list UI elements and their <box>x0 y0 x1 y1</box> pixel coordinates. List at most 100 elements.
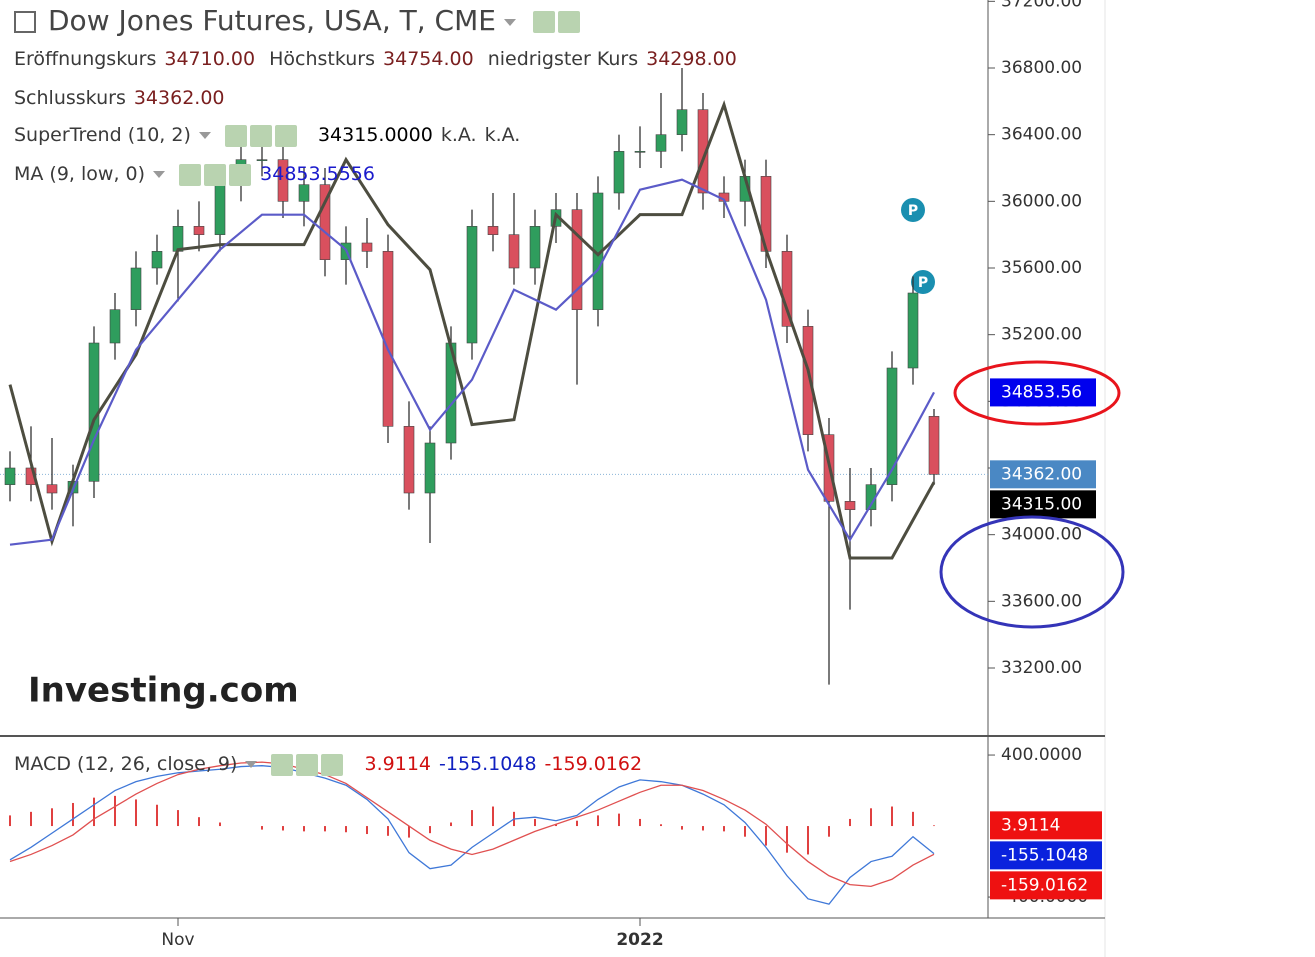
candle-body <box>928 416 940 475</box>
price-badge-label: 34315.00 <box>1001 494 1082 514</box>
annotation-label: P <box>918 275 928 291</box>
ohlc-label: niedrigster Kurs <box>487 48 639 70</box>
ohlc-label: Höchstkurs <box>269 48 376 70</box>
plot-area: 33200.0033600.0034000.0034400.0034800.00… <box>0 0 1102 950</box>
value-badge <box>990 811 1102 840</box>
ohlc-legend: Eröffnungskurs 34710.00 Höchstkurs 34754.0… <box>14 48 745 70</box>
settings-icon[interactable] <box>224 124 247 147</box>
settings-icon[interactable] <box>557 11 580 33</box>
annotation-marker[interactable] <box>911 270 935 294</box>
candle-body <box>466 226 478 344</box>
price-badge <box>990 378 1096 407</box>
candle-body <box>844 501 856 510</box>
candle-body <box>151 251 163 269</box>
x-tick-label: Nov <box>161 930 194 950</box>
candle-body <box>508 234 520 269</box>
candle-body <box>46 484 58 494</box>
candle-body <box>193 226 205 235</box>
ohlc-legend: Schlusskurs 34362.00 <box>14 87 233 109</box>
macd-line <box>9 765 935 905</box>
settings-icon[interactable] <box>249 124 272 147</box>
candle-body <box>424 442 436 494</box>
indicator-value: k.A. <box>484 124 521 146</box>
y-tick-label: 36800.00 <box>1001 58 1082 78</box>
annotation-marker[interactable] <box>901 198 925 222</box>
candle-body <box>781 251 793 327</box>
ohlc-value: 34710.00 <box>164 48 256 70</box>
price-badge <box>990 460 1096 489</box>
settings-icon[interactable] <box>532 11 555 33</box>
ohlc-value: 34362.00 <box>133 87 225 109</box>
y-tick-label: 34000.00 <box>1001 525 1082 545</box>
indicator-value: k.A. <box>440 124 477 146</box>
indicator-value: 3.9114 <box>364 753 432 775</box>
candle-body <box>697 109 709 194</box>
settings-icon[interactable] <box>271 753 294 776</box>
x-tick-label: 2022 <box>616 930 663 950</box>
collapse-icon[interactable] <box>14 11 36 33</box>
candle-body <box>130 267 142 310</box>
close-icon[interactable] <box>229 163 252 186</box>
price-badge <box>990 490 1096 519</box>
ohlc-value: 34298.00 <box>646 48 737 70</box>
candle-body <box>613 151 625 194</box>
chart-header: Dow Jones Futures, USA, T, CME <box>14 4 583 37</box>
dropdown[interactable] <box>198 132 211 139</box>
candle-body <box>886 367 898 485</box>
value-badge <box>990 841 1102 870</box>
overlay-line <box>8 99 936 560</box>
value-badge-label: -159.0162 <box>1001 875 1088 895</box>
candle-body <box>361 242 373 252</box>
watermark: Investing.com <box>28 671 299 711</box>
overlay-line <box>9 178 935 546</box>
signal-line <box>9 761 935 888</box>
candle-body <box>655 134 667 152</box>
macd-legend: MACD (12, 26, close, 9) 3.9114 -155.1048-… <box>14 753 650 776</box>
value-badge-label: 3.9114 <box>1001 815 1060 835</box>
settings-icon[interactable] <box>204 163 227 186</box>
chart-title: Dow Jones Futures, USA, T, CME <box>48 4 496 37</box>
candle-body <box>109 309 121 344</box>
y-tick-label: 36400.00 <box>1001 125 1082 145</box>
indicator-name: SuperTrend (10, 2) <box>14 124 191 146</box>
settings-icon[interactable] <box>179 163 202 186</box>
candle-body <box>277 159 289 202</box>
candle-body <box>571 209 583 310</box>
y-tick-label: 33200.00 <box>1001 658 1082 678</box>
close-icon[interactable] <box>274 124 297 147</box>
dropdown[interactable] <box>153 171 166 178</box>
indicator-value: -159.0162 <box>544 753 643 775</box>
candle-body <box>298 184 310 202</box>
y-tick-label: 33600.00 <box>1001 591 1082 611</box>
candle-body <box>256 159 268 161</box>
dropdown[interactable] <box>245 761 258 768</box>
ohlc-label: Schlusskurs <box>14 87 126 109</box>
candle-body <box>319 184 331 260</box>
y-tick-label: 400.0000 <box>1001 745 1082 765</box>
y-tick-label: 35200.00 <box>1001 325 1082 345</box>
ma-legend: MA (9, low, 0) 34853.5556 <box>14 163 383 186</box>
ohlc-label: Eröffnungskurs <box>14 48 157 70</box>
y-tick-label: 36000.00 <box>1001 191 1082 211</box>
dropdown[interactable] <box>503 18 516 26</box>
candle-body <box>172 226 184 252</box>
value-badge-label: -155.1048 <box>1001 845 1088 865</box>
candle-body <box>907 292 919 369</box>
indicator-name: MA (9, low, 0) <box>14 163 146 185</box>
supertrend-legend: SuperTrend (10, 2) 34315.0000 k.A. k.A. <box>14 124 528 147</box>
candle-body <box>403 426 415 494</box>
candle-body <box>676 109 688 135</box>
close-icon[interactable] <box>321 753 344 776</box>
candle-body <box>529 226 541 269</box>
indicator-name: MACD (12, 26, close, 9) <box>14 753 238 775</box>
indicator-value: 34853.5556 <box>260 163 375 185</box>
price-badge-label: 34853.56 <box>1001 382 1082 402</box>
y-tick-label: 37200.00 <box>1001 0 1082 11</box>
candle-body <box>802 326 814 435</box>
settings-icon[interactable] <box>296 753 319 776</box>
candle-body <box>487 226 499 235</box>
highlight-ellipse <box>953 360 1121 426</box>
y-tick-label: 35600.00 <box>1001 258 1082 278</box>
